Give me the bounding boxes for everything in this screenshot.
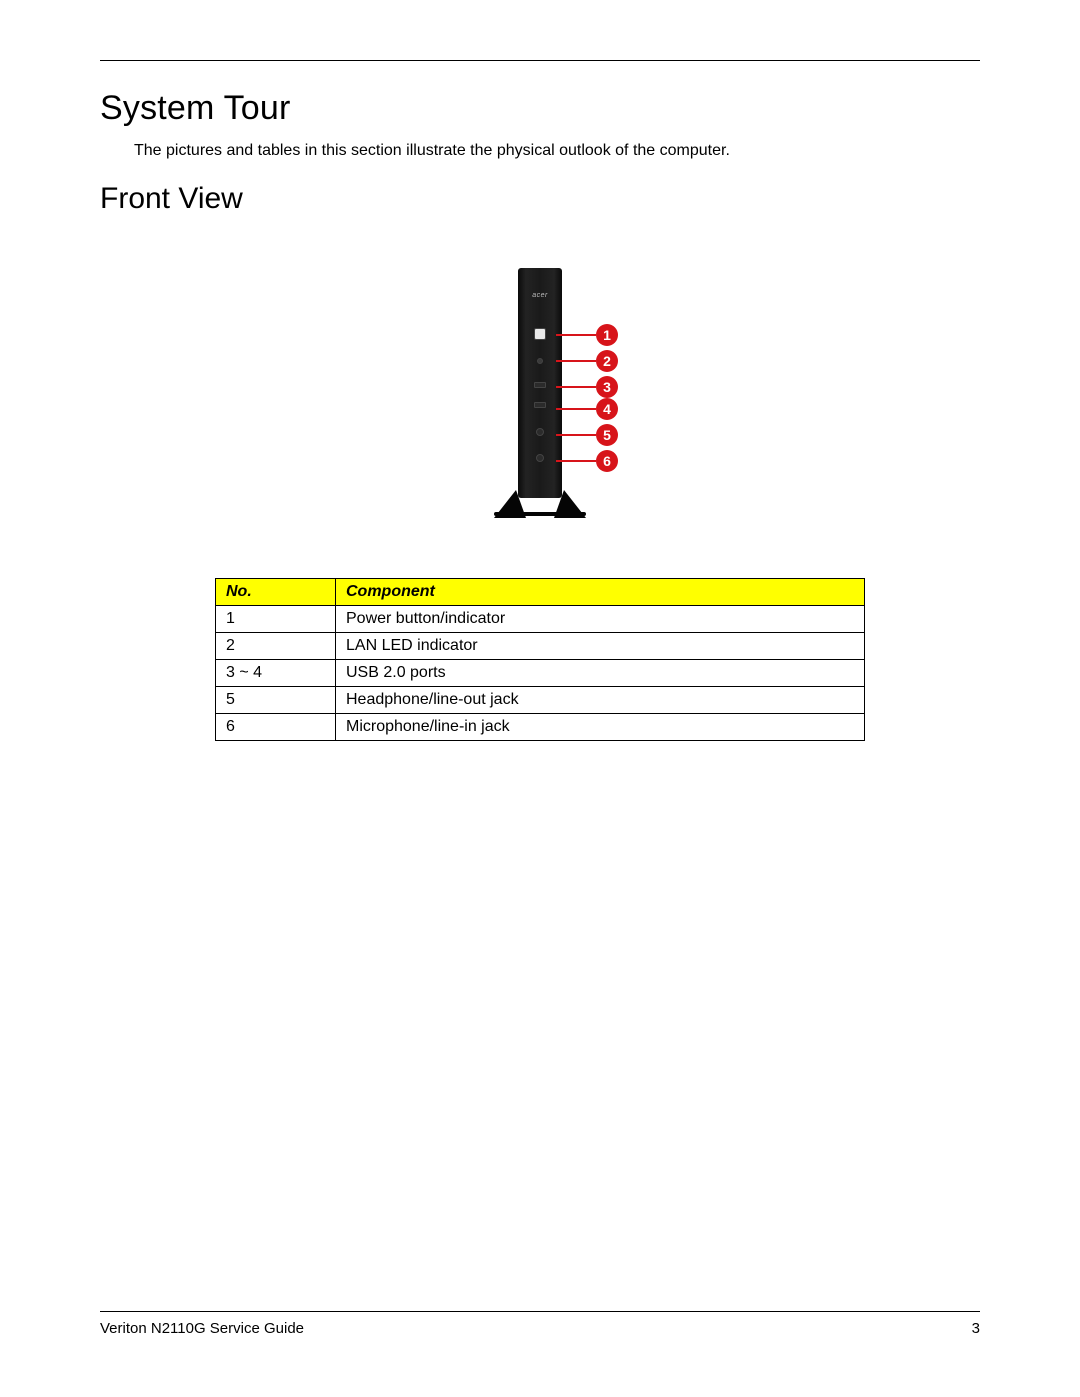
callout-leader [556, 386, 596, 388]
callout-badge: 3 [596, 376, 618, 398]
callout-badge: 6 [596, 450, 618, 472]
device-logo: acer [532, 292, 548, 299]
table-cell-no: 1 [216, 606, 336, 633]
table-cell-component: Power button/indicator [336, 606, 865, 633]
table-cell-component: Microphone/line-in jack [336, 714, 865, 741]
page-title: System Tour [100, 89, 980, 128]
table-row: 5Headphone/line-out jack [216, 687, 865, 714]
table-row: 2LAN LED indicator [216, 633, 865, 660]
table-cell-no: 6 [216, 714, 336, 741]
table-cell-no: 5 [216, 687, 336, 714]
table-row: 3 ~ 4USB 2.0 ports [216, 660, 865, 687]
callout-leader [556, 360, 596, 362]
callout: 1 [556, 324, 618, 346]
callout: 6 [556, 450, 618, 472]
callout-badge: 5 [596, 424, 618, 446]
callout-leader [556, 434, 596, 436]
front-view-figure: acer 1 2 34 5 6 [100, 268, 980, 518]
page-footer: Veriton N2110G Service Guide 3 [100, 1311, 980, 1337]
callout-badge: 4 [596, 398, 618, 420]
page: System Tour The pictures and tables in t… [0, 0, 1080, 1397]
callout-leader [556, 408, 596, 410]
table-cell-component: USB 2.0 ports [336, 660, 865, 687]
table-header-no: No. [216, 579, 336, 606]
table-cell-component: LAN LED indicator [336, 633, 865, 660]
usb-port-2-icon [534, 402, 546, 408]
table-cell-no: 3 ~ 4 [216, 660, 336, 687]
callout-leader [556, 460, 596, 462]
callout: 3 [556, 376, 618, 398]
callout: 4 [556, 398, 618, 420]
top-rule [100, 60, 980, 61]
table-row: 1Power button/indicator [216, 606, 865, 633]
device-stand-bar [494, 512, 586, 516]
callout: 5 [556, 424, 618, 446]
table-cell-no: 2 [216, 633, 336, 660]
footer-rule [100, 1311, 980, 1312]
footer-row: Veriton N2110G Service Guide 3 [100, 1320, 980, 1337]
lan-led-icon [537, 358, 543, 364]
power-button-icon [534, 328, 546, 340]
component-table: No. Component 1Power button/indicator2LA… [215, 578, 865, 741]
callout-badge: 1 [596, 324, 618, 346]
callout-badge: 2 [596, 350, 618, 372]
usb-port-1-icon [534, 382, 546, 388]
table-header-component: Component [336, 579, 865, 606]
footer-page-number: 3 [972, 1320, 980, 1337]
table-header-row: No. Component [216, 579, 865, 606]
device-illustration: acer 123456 [494, 268, 586, 518]
microphone-jack-icon [536, 454, 544, 462]
headphone-jack-icon [536, 428, 544, 436]
table-cell-component: Headphone/line-out jack [336, 687, 865, 714]
footer-doc-title: Veriton N2110G Service Guide [100, 1320, 304, 1337]
intro-text: The pictures and tables in this section … [134, 142, 980, 160]
table-row: 6Microphone/line-in jack [216, 714, 865, 741]
callout-leader [556, 334, 596, 336]
section-title: Front View [100, 182, 980, 216]
callout: 2 [556, 350, 618, 372]
